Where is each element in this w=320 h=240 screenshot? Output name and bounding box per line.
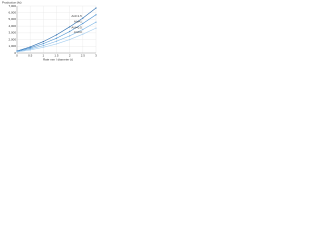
y-tick-label: 0 — [14, 51, 16, 55]
data-point — [69, 30, 71, 33]
y-tick-label: 5,000 — [8, 17, 16, 21]
series-label: A/d=1 — [74, 19, 82, 23]
data-point — [16, 51, 18, 53]
y-tick-label: 6,000 — [8, 11, 16, 15]
data-point — [29, 46, 31, 48]
data-point — [69, 26, 71, 28]
data-point — [55, 34, 58, 36]
x-tick-label: 2 — [69, 53, 71, 57]
data-point — [55, 40, 58, 42]
chart-title: Production (kt) — [2, 0, 22, 4]
chart: Production (kt) Rate mm / diameter (t) 0… — [2, 0, 97, 61]
data-point — [42, 40, 44, 43]
page: Production (kt) Rate mm / diameter (t) 0… — [0, 0, 320, 62]
data-point — [42, 46, 44, 48]
data-point — [29, 48, 31, 50]
y-tick-label: 4,000 — [8, 24, 16, 28]
x-tick-label: 0.5 — [28, 53, 33, 57]
data-point — [82, 22, 84, 25]
data-point — [69, 38, 71, 41]
x-tick-label: 1 — [42, 53, 44, 57]
series-label: A/d=0.5 — [71, 25, 82, 29]
data-point — [55, 43, 58, 45]
data-point — [95, 14, 97, 16]
y-tick-label: 3,000 — [8, 31, 16, 35]
data-point — [29, 49, 31, 51]
y-tick-label: 1,000 — [8, 44, 16, 48]
data-point — [55, 37, 58, 39]
data-point — [42, 43, 44, 45]
x-axis-label: Rate mm / diameter (t) — [43, 57, 73, 61]
data-point — [95, 21, 97, 23]
x-tick-label: 3 — [95, 53, 97, 57]
data-point — [82, 28, 84, 31]
data-point — [95, 7, 97, 9]
x-tick-label: 0 — [16, 53, 18, 57]
y-tick-label: 7,000 — [8, 4, 16, 8]
data-point — [95, 27, 97, 29]
data-point — [29, 47, 31, 49]
series-label: A/d=0 — [74, 30, 82, 34]
x-tick-label: 1.5 — [54, 53, 59, 57]
series-label: A/d=1.5 — [71, 14, 82, 18]
y-tick-label: 2,000 — [8, 37, 16, 41]
x-tick-label: 2.5 — [81, 53, 86, 57]
data-point — [42, 45, 44, 47]
data-point — [69, 35, 71, 37]
data-point — [82, 17, 84, 19]
data-point — [82, 33, 84, 35]
